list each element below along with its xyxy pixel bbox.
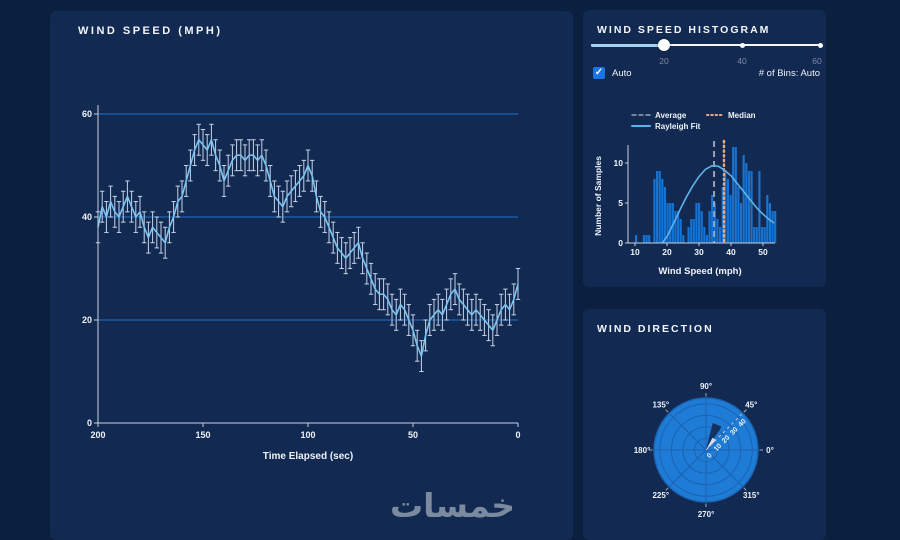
svg-text:225°: 225° — [652, 491, 669, 500]
slider-label-60: 60 — [812, 56, 822, 66]
svg-text:0: 0 — [87, 418, 92, 428]
slider-fill — [591, 43, 665, 47]
svg-text:0: 0 — [706, 452, 714, 460]
svg-text:Number of Samples: Number of Samples — [593, 156, 603, 236]
bins-count-label: # of Bins: Auto — [758, 68, 820, 79]
svg-text:0: 0 — [515, 430, 520, 440]
svg-text:135°: 135° — [652, 401, 669, 410]
svg-text:Time Elapsed (sec): Time Elapsed (sec) — [263, 451, 353, 462]
slider-label-20: 20 — [659, 56, 669, 66]
svg-text:40: 40 — [82, 212, 92, 222]
wind-speed-errorbar-chart: 200 150 100 50 0 0 20 40 60 Time Elapsed (sec) — [82, 105, 521, 462]
slider-tick-dot-60 — [817, 42, 823, 48]
svg-text:Wind Speed (mph): Wind Speed (mph) — [658, 266, 741, 277]
wind-speed-histogram-chart: 10 20 30 40 50 0 5 10 Wind Speed (mph) Number of … — [593, 111, 777, 277]
svg-text:45°: 45° — [745, 401, 757, 410]
svg-text:0: 0 — [618, 238, 623, 248]
svg-text:90°: 90° — [700, 382, 712, 391]
svg-text:30: 30 — [729, 426, 740, 437]
svg-text:60: 60 — [82, 109, 92, 119]
bins-slider[interactable]: 20 40 60 — [583, 10, 826, 66]
svg-text:10: 10 — [630, 247, 640, 257]
svg-text:50: 50 — [758, 247, 768, 257]
wind-speed-panel: WIND SPEED (MPH) 200 150 100 50 0 0 20 40 60 Time… — [50, 11, 573, 540]
slider-track[interactable] — [591, 44, 821, 46]
auto-checkbox-label[interactable]: Auto — [612, 68, 632, 79]
svg-text:40: 40 — [726, 247, 736, 257]
svg-text:30: 30 — [694, 247, 704, 257]
svg-text:20: 20 — [662, 247, 672, 257]
svg-text:20: 20 — [721, 434, 732, 445]
svg-text:50: 50 — [408, 430, 418, 440]
svg-text:Rayleigh Fit: Rayleigh Fit — [655, 122, 701, 131]
svg-text:315°: 315° — [743, 491, 760, 500]
svg-text:100: 100 — [300, 430, 315, 440]
wind-direction-panel-title: WIND DIRECTION — [597, 323, 714, 335]
svg-text:270°: 270° — [698, 510, 715, 519]
histogram-panel: WIND SPEED HISTOGRAM 20 40 60 ✓ Auto # o… — [583, 10, 826, 287]
svg-text:10: 10 — [713, 442, 724, 453]
slider-label-40: 40 — [737, 56, 747, 66]
wind-direction-panel: WIND DIRECTION 0° 45° 90° 135° 180° 225° 270° 3… — [583, 309, 826, 540]
svg-text:20: 20 — [82, 315, 92, 325]
svg-text:5: 5 — [618, 198, 623, 208]
svg-text:180°: 180° — [634, 446, 651, 455]
slider-tick-dot-40 — [739, 42, 745, 48]
watermark-text: خمسات — [389, 486, 516, 525]
svg-text:10: 10 — [614, 158, 624, 168]
svg-text:40: 40 — [737, 418, 748, 429]
svg-text:Average: Average — [655, 111, 687, 120]
wind-speed-panel-title: WIND SPEED (MPH) — [78, 25, 223, 37]
svg-text:150: 150 — [195, 430, 210, 440]
auto-checkbox[interactable]: ✓ — [593, 67, 605, 79]
svg-text:0°: 0° — [766, 446, 774, 455]
histogram-panel-title: WIND SPEED HISTOGRAM — [597, 24, 771, 36]
svg-text:200: 200 — [90, 430, 105, 440]
svg-text:Median: Median — [728, 111, 756, 120]
slider-thumb[interactable] — [658, 39, 670, 51]
